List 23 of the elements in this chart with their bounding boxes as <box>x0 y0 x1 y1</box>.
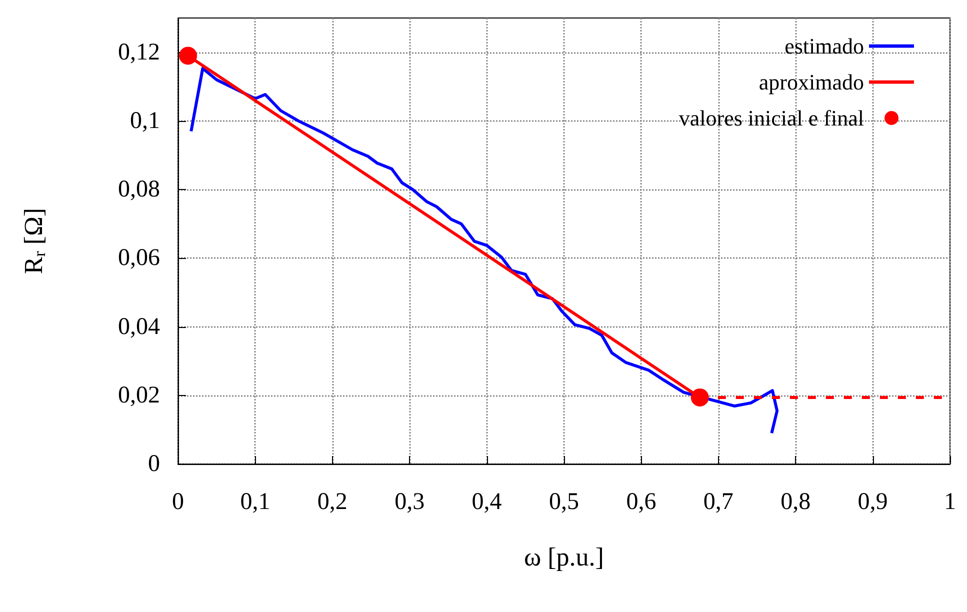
y-tick-label: 0 <box>148 451 160 477</box>
legend-label: aproximado <box>758 70 864 94</box>
x-tick-label: 0,6 <box>626 489 656 515</box>
y-tick-label: 0,08 <box>118 176 160 203</box>
x-tick-label: 0,1 <box>240 489 270 515</box>
y-tick-label: 0,12 <box>118 39 160 66</box>
x-tick-label: 1 <box>944 489 956 515</box>
legend-label: estimado <box>784 34 864 58</box>
x-tick-label: 0,7 <box>703 489 734 515</box>
x-tick-label: 0 <box>172 489 184 515</box>
x-axis-title: ω [p.u.] <box>524 542 604 572</box>
x-tick-label: 0,4 <box>472 489 502 515</box>
legend-label: valores inicial e final <box>678 106 864 130</box>
y-tick-label: 0,06 <box>118 245 160 272</box>
x-tick-label: 0,3 <box>394 489 425 515</box>
x-tick-label: 0,9 <box>858 489 888 515</box>
y-tick-label: 0,1 <box>130 108 160 134</box>
x-tick-label: 0,2 <box>317 489 348 515</box>
x-tick-label: 0,5 <box>549 489 579 515</box>
y-tick-label: 0,02 <box>118 382 160 408</box>
x-tick-label: 0,8 <box>780 489 811 515</box>
y-axis-title: Rr [Ω] <box>19 208 49 274</box>
y-tick-label: 0,04 <box>118 314 160 340</box>
